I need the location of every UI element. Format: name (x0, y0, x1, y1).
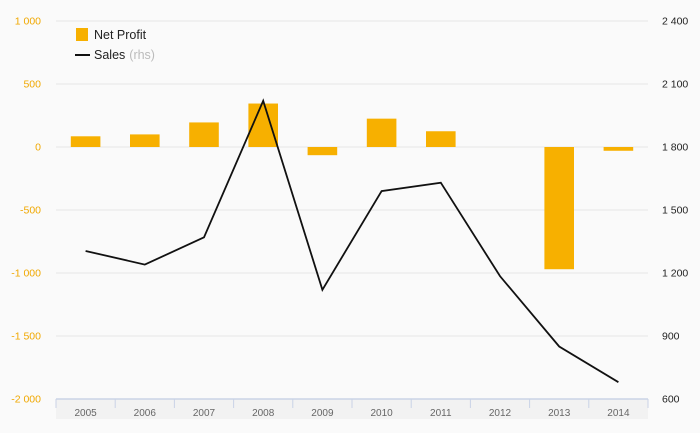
x-tick-label: 2012 (489, 408, 512, 419)
x-tick-label: 2007 (193, 408, 216, 419)
x-tick-label: 2009 (311, 408, 334, 419)
x-tick-label: 2006 (134, 408, 157, 419)
legend-net-profit-label: Net Profit (94, 28, 147, 42)
bar-2006 (130, 134, 160, 147)
bar-2011 (426, 131, 456, 147)
y-right-tick-label: 1 200 (662, 268, 688, 280)
y-left-tick-label: -500 (20, 205, 41, 217)
legend-sales-note: (rhs) (129, 48, 155, 62)
bar-2005 (70, 136, 101, 147)
x-tick-label: 2014 (607, 408, 630, 419)
y-left-tick-label: 0 (35, 142, 41, 154)
x-tick-label: 2005 (74, 408, 97, 419)
bar-2013 (544, 147, 574, 270)
right-y-axis: 2 400 2 100 1 800 1 500 1 200 900 600 (662, 16, 688, 406)
y-right-tick-label: 900 (662, 331, 680, 343)
x-tick-label: 2010 (370, 408, 393, 419)
bar-2014 (603, 147, 634, 151)
left-y-axis: 1 000 500 0 -500 -1 000 -1 500 -2 000 (11, 16, 41, 406)
y-right-tick-label: 600 (662, 394, 680, 406)
legend-sales-label: Sales (rhs) (94, 48, 155, 62)
y-right-tick-label: 2 400 (662, 16, 688, 28)
legend-sales-name: Sales (94, 48, 125, 62)
y-left-tick-label: -2 000 (11, 394, 41, 406)
bar-2009 (307, 147, 338, 156)
x-tick-label: 2013 (548, 408, 571, 419)
sales-line (85, 98, 619, 383)
bar-2007 (189, 122, 219, 147)
y-right-tick-label: 2 100 (662, 79, 688, 91)
x-axis: 2005 2006 2007 2008 2009 2010 2011 2012 2013 2014 (55, 398, 649, 419)
y-left-tick-label: -1 000 (11, 268, 41, 280)
y-left-tick-label: 500 (23, 79, 41, 91)
x-tick-label: 2008 (252, 408, 275, 419)
y-right-tick-label: 1 500 (662, 205, 688, 217)
y-right-tick-label: 1 800 (662, 142, 688, 154)
y-left-tick-label: -1 500 (11, 331, 41, 343)
net-profit-bars (70, 103, 634, 270)
legend-net-profit-swatch (76, 28, 88, 41)
sales-line-group (85, 98, 619, 383)
x-tick-label: 2011 (430, 408, 452, 419)
y-left-tick-label: 1 000 (15, 16, 41, 28)
x-axis-band (56, 399, 648, 419)
legend: Net Profit Sales (rhs) (75, 28, 155, 62)
bar-2010 (366, 118, 397, 147)
